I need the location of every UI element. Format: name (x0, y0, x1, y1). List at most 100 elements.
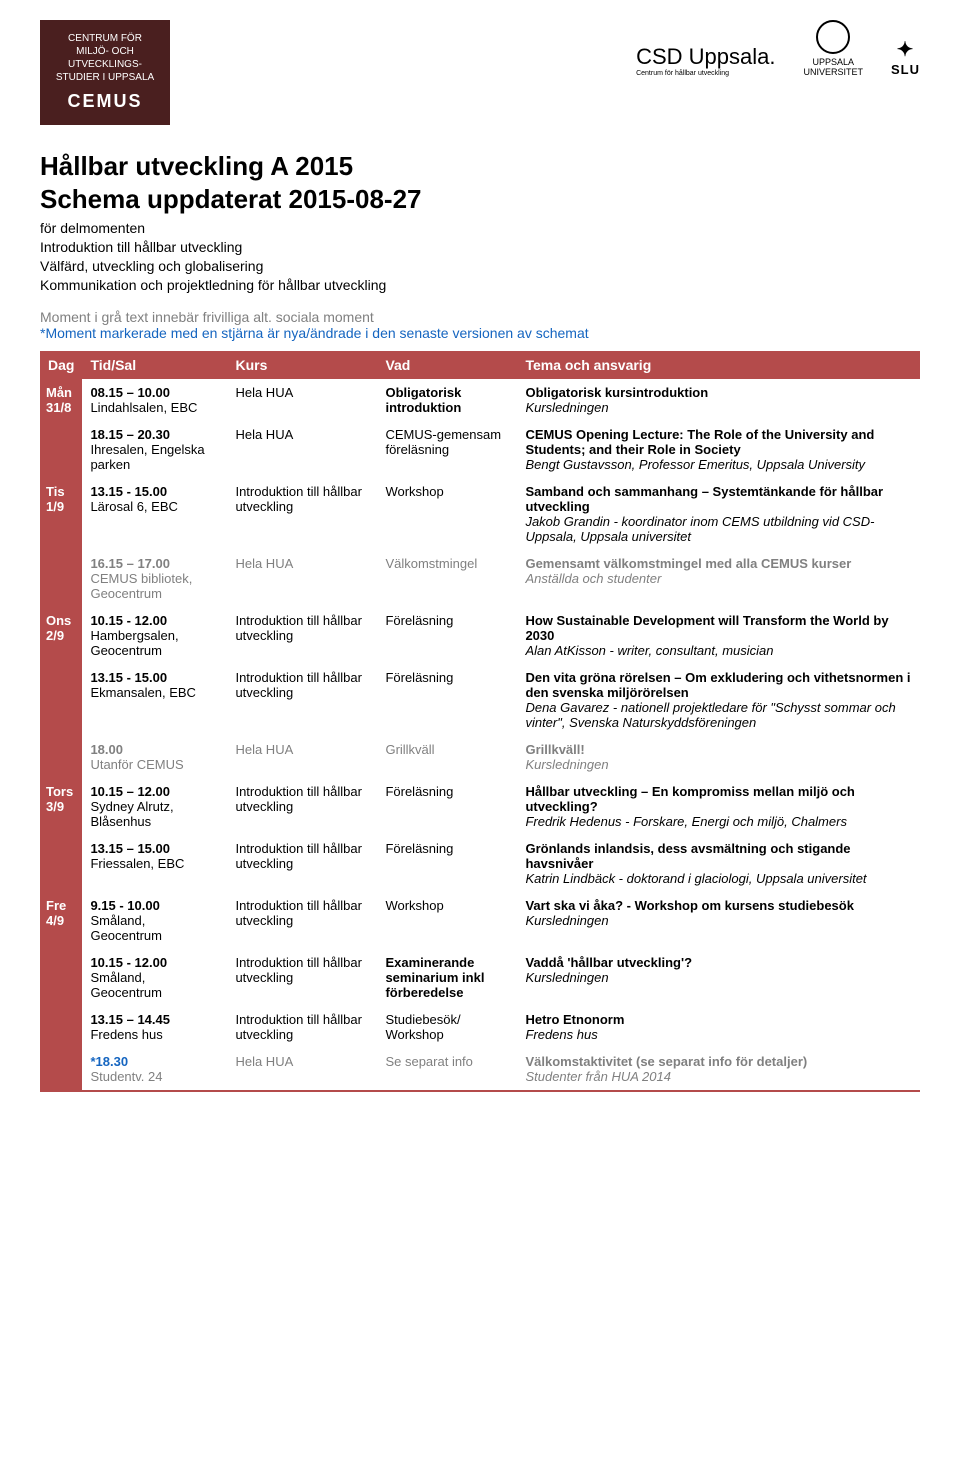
uu-logo: UPPSALA UNIVERSITET (803, 20, 863, 77)
kurs-cell: Introduktion till hållbar utveckling (227, 892, 377, 949)
kurs-cell: Introduktion till hållbar utveckling (227, 478, 377, 550)
vad-cell: Föreläsning (377, 778, 517, 835)
vad-cell: Se separat info (377, 1048, 517, 1091)
vad-cell: Grillkväll (377, 736, 517, 778)
vad-cell: Föreläsning (377, 607, 517, 664)
time-cell: 13.15 - 15.00Lärosal 6, EBC (82, 478, 227, 550)
kurs-cell: Introduktion till hållbar utveckling (227, 664, 377, 736)
schedule-table: Dag Tid/Sal Kurs Vad Tema och ansvarig M… (40, 351, 920, 1092)
table-row: *18.30Studentv. 24 Hela HUA Se separat i… (40, 1048, 920, 1091)
cemus-logo-big: CEMUS (54, 90, 156, 113)
tema-cell: Gemensamt välkomstmingel med alla CEMUS … (517, 550, 920, 607)
kurs-cell: Introduktion till hållbar utveckling (227, 835, 377, 892)
tema-cell: Vart ska vi åka? - Workshop om kursens s… (517, 892, 920, 949)
vad-cell: Obligatorisk introduktion (377, 379, 517, 421)
tema-cell: Obligatorisk kursintroduktionKursledning… (517, 379, 920, 421)
vad-cell: Föreläsning (377, 664, 517, 736)
intro-l1: för delmomenten (40, 219, 920, 238)
kurs-cell: Introduktion till hållbar utveckling (227, 949, 377, 1006)
vad-cell: Workshop (377, 892, 517, 949)
day-cell-thu: Tors 3/9 (40, 778, 82, 892)
tema-cell: Samband och sammanhang – Systemtänkande … (517, 478, 920, 550)
logo-row: CENTRUM FÖR MILJÖ- OCH UTVECKLINGS- STUD… (40, 20, 920, 125)
time-cell: 13.15 – 14.45Fredens hus (82, 1006, 227, 1048)
note-blue: *Moment markerade med en stjärna är nya/… (40, 325, 920, 341)
th-vad: Vad (377, 351, 517, 379)
kurs-cell: Introduktion till hållbar utveckling (227, 607, 377, 664)
th-tema: Tema och ansvarig (517, 351, 920, 379)
time-cell: 16.15 – 17.00CEMUS bibliotek, Geocentrum (82, 550, 227, 607)
csd-logo-text: CSD Uppsala. (636, 44, 775, 69)
kurs-cell: Introduktion till hållbar utveckling (227, 1006, 377, 1048)
kurs-cell: Hela HUA (227, 421, 377, 478)
csd-logo-sub: Centrum för hållbar utveckling (636, 70, 775, 77)
uu-seal-icon (816, 20, 850, 54)
csd-logo: CSD Uppsala. Centrum för hållbar utveckl… (636, 44, 775, 77)
day-cell-fri: Fre 4/9 (40, 892, 82, 1091)
time-cell: 10.15 – 12.00Sydney Alrutz, Blåsenhus (82, 778, 227, 835)
th-kurs: Kurs (227, 351, 377, 379)
vad-cell: Studiebesök/ Workshop (377, 1006, 517, 1048)
table-row: 13.15 – 14.45Fredens hus Introduktion ti… (40, 1006, 920, 1048)
tema-cell: Hållbar utveckling – En kompromiss mella… (517, 778, 920, 835)
table-row: Tis 1/9 13.15 - 15.00Lärosal 6, EBC Intr… (40, 478, 920, 550)
time-cell: 18.00Utanför CEMUS (82, 736, 227, 778)
time-cell: 10.15 - 12.00Hambergsalen, Geocentrum (82, 607, 227, 664)
day-cell-mon: Mån 31/8 (40, 379, 82, 478)
vad-cell: Föreläsning (377, 835, 517, 892)
tema-cell: Hetro EtnonormFredens hus (517, 1006, 920, 1048)
cemus-logo-text: CENTRUM FÖR MILJÖ- OCH UTVECKLINGS- STUD… (54, 32, 156, 84)
th-dag: Dag (40, 351, 82, 379)
slu-icon: ✦ (891, 37, 920, 62)
uu-logo-text: UPPSALA UNIVERSITET (803, 57, 863, 77)
table-row: 18.15 – 20.30Ihresalen, Engelska parken … (40, 421, 920, 478)
intro-l2: Introduktion till hållbar utveckling (40, 238, 920, 257)
table-row: 13.15 - 15.00Ekmansalen, EBC Introduktio… (40, 664, 920, 736)
vad-cell: Workshop (377, 478, 517, 550)
tema-cell: CEMUS Opening Lecture: The Role of the U… (517, 421, 920, 478)
table-row: 18.00Utanför CEMUS Hela HUA Grillkväll G… (40, 736, 920, 778)
slu-logo-text: SLU (891, 62, 920, 77)
partner-logos: CSD Uppsala. Centrum för hållbar utveckl… (636, 20, 920, 77)
tema-cell: Grillkväll!Kursledningen (517, 736, 920, 778)
cemus-logo: CENTRUM FÖR MILJÖ- OCH UTVECKLINGS- STUD… (40, 20, 170, 125)
table-row: Fre 4/9 9.15 - 10.00Småland, Geocentrum … (40, 892, 920, 949)
kurs-cell: Hela HUA (227, 1048, 377, 1091)
time-cell: 18.15 – 20.30Ihresalen, Engelska parken (82, 421, 227, 478)
intro-l3: Välfärd, utveckling och globalisering (40, 257, 920, 276)
time-cell: 9.15 - 10.00Småland, Geocentrum (82, 892, 227, 949)
tema-cell: Grönlands inlandsis, dess avsmältning oc… (517, 835, 920, 892)
time-cell: 10.15 - 12.00Småland, Geocentrum (82, 949, 227, 1006)
page-title-1: Hållbar utveckling A 2015 (40, 151, 920, 182)
table-row: 13.15 – 15.00Friessalen, EBC Introduktio… (40, 835, 920, 892)
vad-cell: Examinerande seminarium inkl förberedels… (377, 949, 517, 1006)
page-title-2: Schema uppdaterat 2015-08-27 (40, 184, 920, 215)
day-cell-tue: Tis 1/9 (40, 478, 82, 607)
note-gray: Moment i grå text innebär frivilliga alt… (40, 309, 920, 325)
kurs-cell: Hela HUA (227, 736, 377, 778)
time-cell: *18.30Studentv. 24 (82, 1048, 227, 1091)
table-row: Tors 3/9 10.15 – 12.00Sydney Alrutz, Blå… (40, 778, 920, 835)
tema-cell: How Sustainable Development will Transfo… (517, 607, 920, 664)
intro-l4: Kommunikation och projektledning för hål… (40, 276, 920, 295)
kurs-cell: Introduktion till hållbar utveckling (227, 778, 377, 835)
table-row: 10.15 - 12.00Småland, Geocentrum Introdu… (40, 949, 920, 1006)
time-cell: 13.15 - 15.00Ekmansalen, EBC (82, 664, 227, 736)
table-row: Ons 2/9 10.15 - 12.00Hambergsalen, Geoce… (40, 607, 920, 664)
table-row: Mån 31/8 08.15 – 10.00Lindahlsalen, EBC … (40, 379, 920, 421)
day-cell-wed: Ons 2/9 (40, 607, 82, 778)
kurs-cell: Hela HUA (227, 379, 377, 421)
slu-logo: ✦ SLU (891, 37, 920, 77)
table-row: 16.15 – 17.00CEMUS bibliotek, Geocentrum… (40, 550, 920, 607)
time-cell: 13.15 – 15.00Friessalen, EBC (82, 835, 227, 892)
vad-cell: CEMUS-gemensam föreläsning (377, 421, 517, 478)
table-header-row: Dag Tid/Sal Kurs Vad Tema och ansvarig (40, 351, 920, 379)
th-tid: Tid/Sal (82, 351, 227, 379)
vad-cell: Välkomstmingel (377, 550, 517, 607)
time-cell: 08.15 – 10.00Lindahlsalen, EBC (82, 379, 227, 421)
tema-cell: Vaddå 'hållbar utveckling'?Kursledningen (517, 949, 920, 1006)
kurs-cell: Hela HUA (227, 550, 377, 607)
tema-cell: Välkomstaktivitet (se separat info för d… (517, 1048, 920, 1091)
intro-block: för delmomenten Introduktion till hållba… (40, 219, 920, 295)
tema-cell: Den vita gröna rörelsen – Om exkludering… (517, 664, 920, 736)
